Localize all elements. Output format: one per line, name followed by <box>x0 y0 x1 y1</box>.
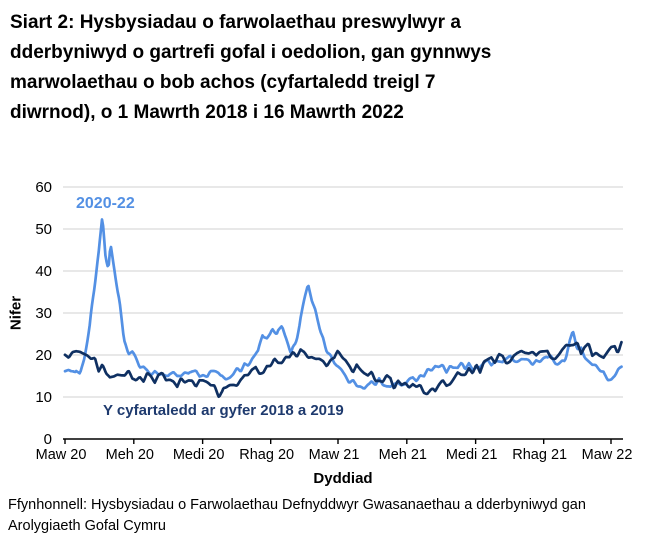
x-tick-label: Meh 20 <box>106 447 154 463</box>
series-line-average <box>63 340 623 399</box>
x-tick-label: Rhag 20 <box>239 447 294 463</box>
chart-title-line-4: diwrnod), o 1 Mawrth 2018 i 16 Mawrth 20… <box>10 102 404 123</box>
x-tick-label: Rhag 21 <box>512 447 567 463</box>
y-tick-label: 10 <box>35 389 52 406</box>
x-tick-label: Medi 20 <box>173 447 225 463</box>
source-note: Ffynhonnell: Hysbysiadau o Farwolaethau … <box>8 497 586 534</box>
chart-title-line-2: dderbyniwyd o gartrefi gofal i oedolion,… <box>10 42 492 63</box>
series-label-average: Y cyfartaledd ar gyfer 2018 a 2019 <box>103 402 344 419</box>
y-tick-label: 50 <box>35 221 52 238</box>
x-tick-label: Maw 22 <box>582 447 633 463</box>
y-axis-title: Nifer <box>7 295 25 331</box>
x-axis-title: Dyddiad <box>313 470 373 487</box>
x-tick-label: Medi 21 <box>446 447 498 463</box>
y-tick-label: 20 <box>35 347 52 364</box>
x-tick-label: Maw 20 <box>36 447 87 463</box>
x-tick-label: Meh 21 <box>379 447 427 463</box>
chart-title-line-3: marwolaethau o bob achos (cyfartaledd tr… <box>10 72 436 93</box>
y-tick-label: 60 <box>35 179 52 196</box>
x-tick-label: Maw 21 <box>309 447 360 463</box>
chart-title-line-1: Siart 2: Hysbysiadau o farwolaethau pres… <box>10 12 461 33</box>
series-label-2020-22: 2020-22 <box>76 195 135 212</box>
chart-title: Siart 2: Hysbysiadau o farwolaethau pres… <box>10 8 620 128</box>
y-tick-label: 0 <box>44 431 52 448</box>
y-tick-label: 30 <box>35 305 52 322</box>
y-tick-label: 40 <box>35 263 52 280</box>
series-line-2020-22 <box>63 218 623 390</box>
